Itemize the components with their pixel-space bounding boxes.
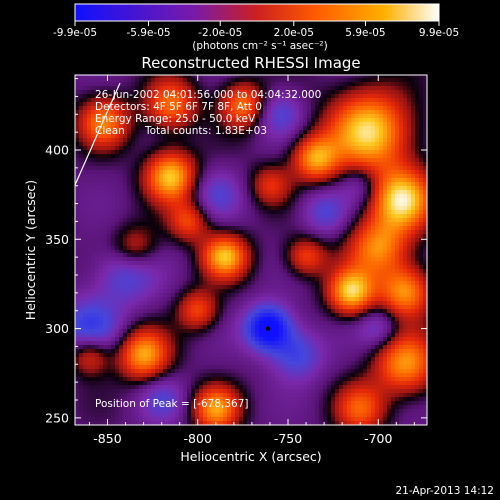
y-tick-label: 350: [45, 232, 69, 247]
colorbar-tick-label: 2.0e-05: [274, 27, 314, 39]
y-tick-label: 400: [45, 143, 69, 158]
heatmap-image: [75, 75, 427, 425]
y-tick-label: 300: [45, 321, 69, 336]
time-range-annotation: 26-Jun-2002 04:01:56.000 to 04:04:32.000: [95, 89, 321, 101]
colorbar-unit-label: (photons cm⁻² s⁻¹ asec⁻²): [192, 40, 327, 52]
colorbar-tick-label: 9.9e-05: [419, 27, 459, 39]
total-counts-annotation: Total counts: 1.83E+03: [144, 125, 267, 137]
colorbar-tick-label: -2.0e-05: [198, 27, 242, 39]
footer-timestamp: 21-Apr-2013 14:12: [395, 485, 494, 497]
x-axis-label: Heliocentric X (arcsec): [180, 449, 321, 464]
energy-range-annotation: Energy Range: 25.0 - 50.0 keV: [95, 113, 256, 125]
y-tick-label: 250: [45, 410, 69, 425]
minimum-marker: [265, 326, 271, 331]
detectors-annotation: Detectors: 4F 5F 6F 7F 8F, Att 0: [95, 101, 262, 113]
solar-limb-line: [74, 82, 121, 186]
colorbar-tick-label: 5.9e-05: [345, 27, 385, 39]
colorbar-tick-label: -5.9e-05: [126, 27, 170, 39]
x-tick-label: -700: [364, 431, 392, 446]
x-tick-label: -800: [184, 431, 212, 446]
y-axis-ticks: 250 300 350 400: [45, 78, 427, 425]
plot-frame: [74, 74, 428, 426]
x-tick-label: -850: [93, 431, 121, 446]
y-axis-label: Heliocentric Y (arcsec): [23, 180, 38, 320]
x-tick-label: -750: [274, 431, 302, 446]
colorbar-tick-label: -9.9e-05: [53, 27, 97, 39]
clean-annotation: Clean: [95, 125, 125, 137]
chart-title: Reconstructed RHESSI Image: [141, 54, 360, 72]
x-axis-ticks: -850 -800 -750 -700: [88, 75, 415, 446]
peak-position-annotation: Position of Peak = [-678,367]: [95, 398, 249, 410]
colorbar-ticks: -9.9e-05 -5.9e-05 -2.0e-05 2.0e-05 5.9e-05 9.…: [53, 21, 459, 39]
colorbar: [74, 3, 440, 22]
